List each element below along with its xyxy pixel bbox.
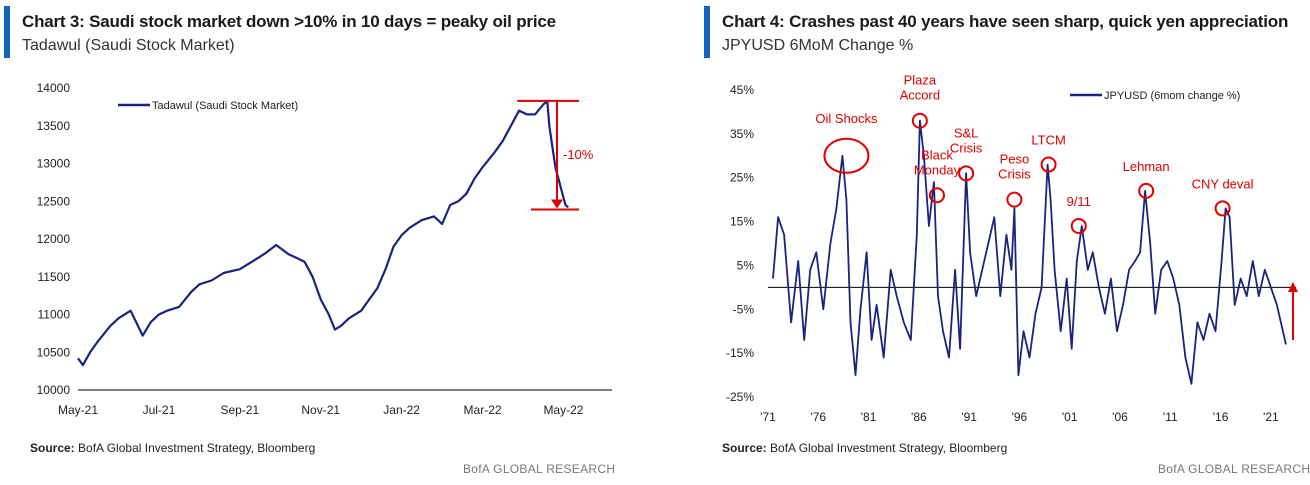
y-tick-label: 11500 (38, 270, 71, 284)
x-tick-label: Mar-22 (464, 403, 502, 417)
y-tick-label: 13500 (37, 119, 71, 133)
event-label-line: Crisis (998, 167, 1031, 182)
drop-arrow-head (551, 199, 563, 209)
chart3-panel: Chart 3: Saudi stock market down >10% in… (0, 0, 640, 485)
event-marker-circle (823, 137, 870, 174)
jpyusd-series-line (772, 119, 1287, 385)
event-label-line: Accord (900, 88, 940, 103)
event-label: 9/11 (1067, 194, 1091, 209)
y-tick-label: 45% (730, 83, 754, 97)
chart4-panel: Chart 4: Crashes past 40 years have seen… (700, 0, 1310, 485)
chart4-title: Chart 4: Crashes past 40 years have seen… (722, 12, 1289, 31)
rebound-arrow-head (1287, 281, 1298, 292)
y-tick-label: 14000 (37, 81, 71, 95)
x-tick-label: '16 (1213, 410, 1229, 424)
x-tick-label: '86 (911, 410, 927, 424)
event-label: Oil Shocks (815, 111, 878, 126)
chart3-plot: 10000 10500 11000 11500 12000 12500 13000 13500… (37, 81, 612, 417)
chart3-subtitle: Tadawul (Saudi Stock Market) (22, 37, 235, 54)
event-label-line: S&L (954, 125, 979, 140)
y-tick-label: 15% (730, 215, 754, 229)
y-tick-label: 10500 (37, 345, 71, 359)
event-label-line: Lehman (1123, 159, 1170, 174)
x-tick-label: '21 (1263, 410, 1279, 424)
y-tick-label: 12000 (37, 232, 71, 246)
event-marker-circle (1040, 156, 1057, 173)
event-marker-circle (928, 187, 945, 204)
y-tick-label: 12500 (37, 194, 71, 208)
x-tick-label: Nov-21 (301, 403, 340, 417)
event-label: Black Monday (914, 147, 961, 177)
y-tick-label: 13000 (37, 157, 71, 171)
x-tick-label: Jul-21 (143, 403, 176, 417)
x-tick-label: '76 (810, 410, 826, 424)
chart4-source: Source: BofA Global Investment Strategy,… (722, 441, 1007, 455)
chart4-accent-bar (704, 6, 710, 58)
chart4-plot: -25% -15% -5% 5% 15% 25% 35% 45% '71 '76 '81 '86 '9… (726, 73, 1298, 424)
source-text: BofA Global Investment Strategy, Bloombe… (78, 441, 316, 455)
x-tick-label: '81 (861, 410, 877, 424)
event-label: Peso Crisis (998, 152, 1031, 182)
event-marker-circle (1214, 200, 1231, 217)
event-marker-circle (1138, 182, 1155, 199)
chart4-credit: BofA GLOBAL RESEARCH (1158, 462, 1310, 476)
drop-percent-label: -10% (563, 147, 594, 162)
event-marker-circle (958, 165, 975, 182)
event-label: CNY deval (1192, 176, 1254, 191)
source-label: Source: (722, 441, 767, 455)
event-label-line: Crisis (950, 140, 983, 155)
chart3-legend-label: Tadawul (Saudi Stock Market) (152, 100, 298, 112)
y-tick-label: 5% (737, 258, 755, 272)
event-label-line: Monday (914, 162, 961, 177)
event-label-line: Plaza (904, 73, 937, 88)
chart3-title: Chart 3: Saudi stock market down >10% in… (22, 12, 556, 31)
event-marker-circle (1070, 217, 1087, 234)
chart3-accent-bar (4, 6, 10, 58)
source-text: BofA Global Investment Strategy, Bloombe… (770, 441, 1008, 455)
event-label-line: CNY deval (1192, 176, 1254, 191)
x-tick-label: '91 (961, 410, 977, 424)
event-label-line: Oil Shocks (815, 111, 878, 126)
chart4-legend: JPYUSD (6mom change %) (1070, 90, 1240, 102)
y-tick-label: 25% (730, 171, 754, 185)
event-label-line: 9/11 (1067, 194, 1091, 209)
x-tick-label: '96 (1012, 410, 1028, 424)
event-marker-circle (911, 112, 928, 129)
y-tick-label: -15% (726, 346, 754, 360)
x-tick-label: '01 (1062, 410, 1078, 424)
x-tick-label: Sep-21 (220, 403, 259, 417)
event-label: S&L Crisis (950, 125, 983, 155)
y-tick-label: 35% (730, 127, 754, 141)
chart3-source: Source: BofA Global Investment Strategy,… (30, 441, 315, 455)
event-label: Plaza Accord (900, 73, 940, 103)
x-tick-label: May-21 (58, 403, 98, 417)
chart3-credit: BofA GLOBAL RESEARCH (463, 462, 616, 476)
x-tick-label: Jan-22 (383, 403, 420, 417)
chart3-legend: Tadawul (Saudi Stock Market) (118, 100, 298, 112)
chart4-legend-label: JPYUSD (6mom change %) (1104, 90, 1240, 102)
tadawul-series-line (77, 99, 569, 367)
x-tick-label: '06 (1112, 410, 1128, 424)
source-label: Source: (30, 441, 75, 455)
x-tick-label: '11 (1163, 410, 1178, 424)
event-label: LTCM (1031, 133, 1065, 148)
x-tick-label: May-22 (543, 403, 583, 417)
event-label-line: Black (921, 147, 953, 162)
event-label-line: LTCM (1031, 133, 1065, 148)
x-tick-label: '71 (760, 410, 776, 424)
y-tick-label: -5% (733, 302, 755, 316)
y-tick-label: -25% (726, 390, 754, 404)
y-tick-label: 11000 (38, 308, 71, 322)
chart4-subtitle: JPYUSD 6MoM Change % (722, 37, 914, 54)
event-marker-circle (1006, 191, 1023, 208)
event-label-line: Peso (1000, 152, 1030, 167)
event-label: Lehman (1123, 159, 1170, 174)
y-tick-label: 10000 (37, 383, 71, 397)
